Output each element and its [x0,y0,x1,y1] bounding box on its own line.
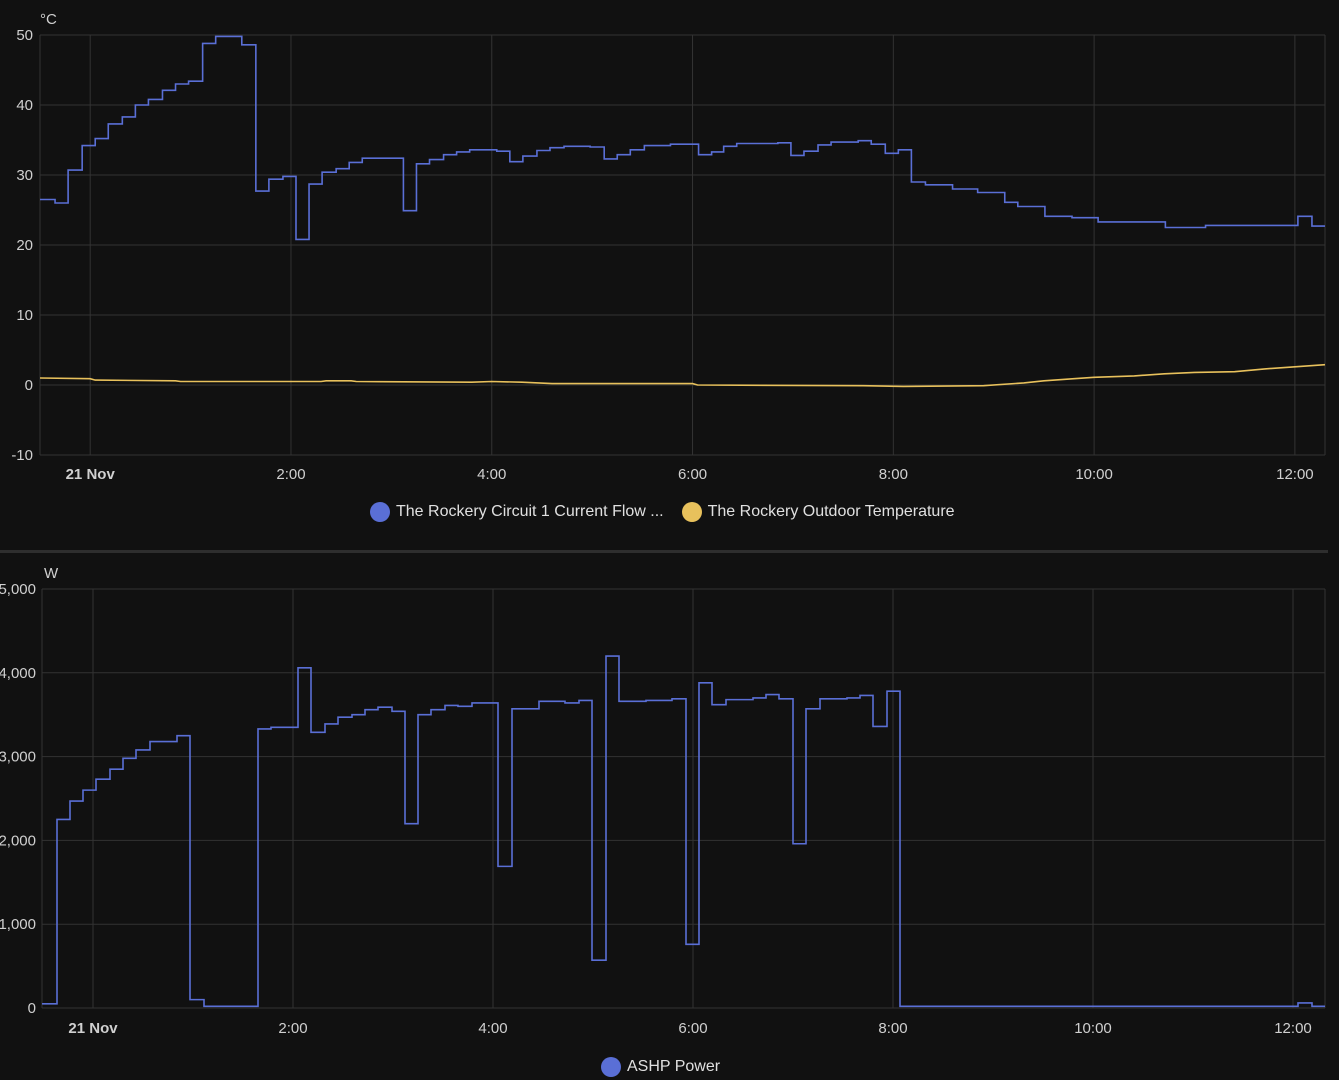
x-tick-label: 4:00 [477,466,506,483]
x-tick-label: 4:00 [478,1020,507,1037]
card-divider [0,550,1328,553]
legend-bottom: ASHP Power [601,1057,720,1077]
x-tick-label: 12:00 [1276,466,1314,483]
y-axis-unit: W [44,565,59,582]
y-tick-label: 1,000 [0,916,36,933]
x-tick-label: 10:00 [1074,1020,1112,1037]
legend-top: The Rockery Circuit 1 Current Flow ... T… [370,502,955,522]
y-tick-label: 40 [16,97,33,114]
legend-swatch-outdoor[interactable] [681,502,702,522]
y-tick-label: 2,000 [0,832,36,849]
y-tick-label: 20 [16,237,33,254]
legend-label-flow[interactable]: The Rockery Circuit 1 Current Flow ... [396,503,664,520]
legend-label-outdoor[interactable]: The Rockery Outdoor Temperature [707,503,955,520]
series-line-1 [40,35,1325,241]
x-tick-label: 8:00 [879,466,908,483]
x-tick-label: 8:00 [878,1020,907,1037]
y-tick-label: 4,000 [0,665,36,682]
legend-label-ashp[interactable]: ASHP Power [627,1058,721,1075]
y-tick-label: 0 [25,377,33,394]
series-line-1 [42,655,1325,1008]
chart-1: °C 50 40 30 20 10 0 -10 21 Nov 2:00 4:00 6:00 8:00 10… [11,11,1326,483]
legend-swatch-ashp[interactable] [601,1057,621,1077]
y-tick-label: 0 [28,1000,36,1017]
x-tick-label: 10:00 [1075,466,1113,483]
series-line-2 [39,363,1326,388]
x-tick-label: 21 Nov [66,466,116,483]
x-tick-label: 21 Nov [68,1020,118,1037]
x-tick-label: 12:00 [1274,1020,1312,1037]
y-tick-label: 3,000 [0,749,36,766]
y-tick-label: 5,000 [0,581,36,598]
x-tick-label: 6:00 [678,1020,707,1037]
y-tick-label: 50 [16,27,33,44]
y-tick-label: -10 [11,447,33,464]
legend-swatch-flow[interactable] [370,502,390,522]
y-tick-label: 10 [16,307,33,324]
x-tick-label: 2:00 [276,466,305,483]
y-tick-label: 30 [16,167,33,184]
chart-2: W 5,000 4,000 3,000 2,000 1,000 0 21 Nov 2:00 4:0… [0,565,1326,1037]
x-tick-label: 6:00 [678,466,707,483]
x-tick-label: 2:00 [278,1020,307,1037]
y-axis-unit: °C [40,11,57,28]
